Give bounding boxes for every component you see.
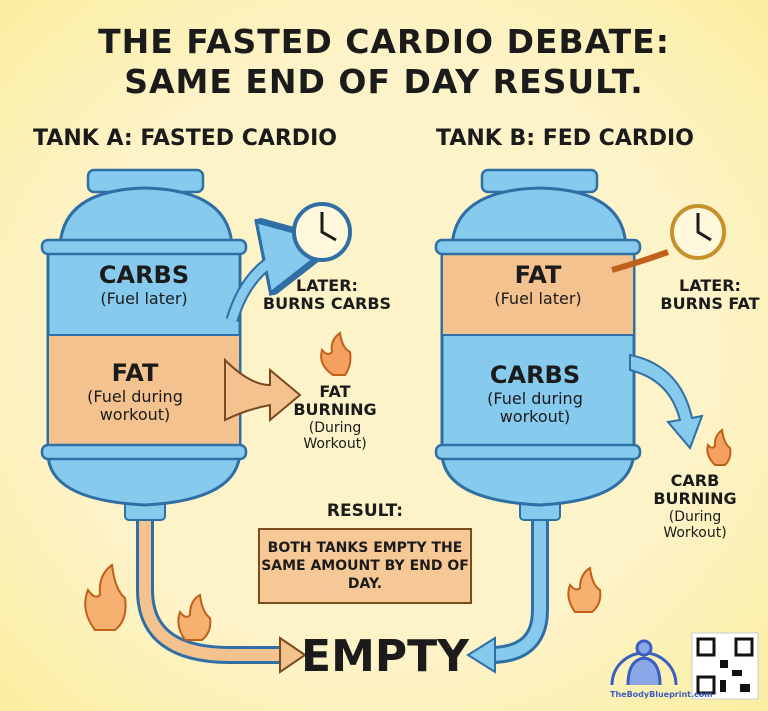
title-line-1: THE FASTED CARDIO DEBATE:	[98, 22, 670, 61]
fuel-name: CARBS	[489, 361, 581, 389]
tank-b-top-label: FAT (Fuel later)	[442, 261, 634, 308]
clock-icon	[292, 202, 352, 262]
result-box: BOTH TANKS EMPTY THE SAME AMOUNT BY END …	[258, 528, 472, 604]
burning-note: (During Workout)	[663, 508, 727, 541]
flame-icon	[706, 428, 732, 466]
fuel-name: FAT	[514, 261, 562, 289]
burning-line-1: CARB	[670, 471, 720, 490]
outcome-label: EMPTY	[301, 631, 469, 682]
tank-b-label: TANK B: FED CARDIO	[436, 126, 694, 151]
burning-note: (During Workout)	[303, 419, 367, 452]
flame-icon	[320, 331, 352, 376]
fuel-note: (Fuel during workout)	[487, 388, 583, 426]
tank-b-bottom-label: CARBS (Fuel during workout)	[460, 361, 610, 426]
tank-b-later: LATER: BURNS FAT	[655, 276, 765, 314]
result-text: BOTH TANKS EMPTY THE SAME AMOUNT BY END …	[261, 539, 469, 593]
later-line-2: BURNS CARBS	[262, 294, 392, 314]
tank-a-burning: FAT BURNING (During Workout)	[290, 382, 380, 452]
fat-arrow-icon	[224, 357, 302, 423]
fuel-name: CARBS	[98, 261, 190, 289]
tank-a-top-label: CARBS (Fuel later)	[48, 261, 240, 308]
brand-text: TheBodyBlueprint.com	[610, 690, 713, 699]
carb-arrow-icon	[629, 353, 704, 450]
later-line-1: LATER:	[679, 276, 741, 295]
arrow-icon	[466, 636, 496, 674]
later-line-2: BURNS FAT	[660, 294, 760, 314]
tank-a-bottom-label: FAT (Fuel during workout)	[60, 359, 210, 424]
fuel-note: (Fuel later)	[494, 288, 582, 308]
decorative-flames	[84, 563, 602, 641]
fuel-note: (Fuel later)	[100, 288, 188, 308]
page-title: THE FASTED CARDIO DEBATE: SAME END OF DA…	[0, 22, 768, 101]
title-line-2: SAME END OF DAY RESULT.	[124, 61, 644, 101]
later-line-1: LATER:	[296, 276, 358, 295]
tank-a-later: LATER: BURNS CARBS	[262, 276, 392, 314]
fuel-name: FAT	[111, 359, 159, 387]
burning-line-2: BURNING	[653, 489, 737, 509]
brand-logo	[610, 639, 678, 686]
fuel-note: (Fuel during workout)	[87, 386, 183, 424]
tank-b	[434, 168, 732, 674]
arrow-icon	[279, 636, 307, 674]
result-label: RESULT:	[326, 501, 404, 521]
burning-line-2: BURNING	[293, 400, 377, 420]
burning-line-1: FAT	[319, 382, 351, 401]
qr-code	[691, 632, 759, 700]
clock-icon	[670, 204, 726, 260]
tank-a	[40, 168, 352, 674]
tank-a-label: TANK A: FASTED CARDIO	[33, 126, 337, 151]
tank-b-burning: CARB BURNING (During Workout)	[650, 471, 740, 541]
